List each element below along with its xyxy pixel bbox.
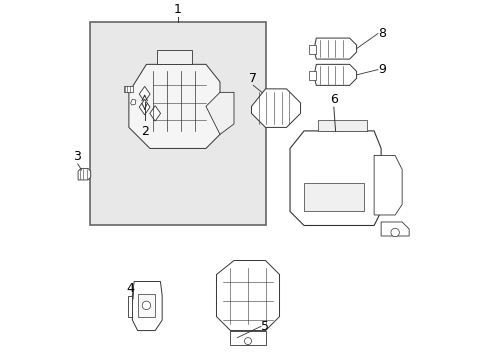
Bar xyxy=(90,22,265,225)
Text: 7: 7 xyxy=(249,72,257,85)
Polygon shape xyxy=(314,38,356,59)
Polygon shape xyxy=(78,168,90,180)
Bar xyxy=(304,184,363,211)
Text: 3: 3 xyxy=(73,150,81,163)
Circle shape xyxy=(142,301,150,310)
Polygon shape xyxy=(130,99,136,105)
Polygon shape xyxy=(205,93,234,134)
Text: 4: 4 xyxy=(126,282,134,295)
Polygon shape xyxy=(129,64,220,148)
Text: 2: 2 xyxy=(141,125,148,138)
Polygon shape xyxy=(139,99,150,115)
Polygon shape xyxy=(157,50,192,64)
Text: 8: 8 xyxy=(378,27,386,40)
Polygon shape xyxy=(139,86,150,102)
Polygon shape xyxy=(216,261,279,330)
Polygon shape xyxy=(149,106,160,121)
Polygon shape xyxy=(317,120,366,131)
Bar xyxy=(137,294,155,316)
Polygon shape xyxy=(132,282,162,330)
Bar xyxy=(123,86,133,93)
Text: 6: 6 xyxy=(329,93,337,107)
Text: 5: 5 xyxy=(261,320,269,333)
Polygon shape xyxy=(289,131,380,225)
Circle shape xyxy=(244,338,251,345)
Polygon shape xyxy=(373,156,401,215)
Text: 9: 9 xyxy=(378,63,386,76)
Polygon shape xyxy=(314,64,356,85)
Polygon shape xyxy=(230,330,265,345)
Polygon shape xyxy=(128,296,132,316)
Polygon shape xyxy=(380,222,408,236)
Circle shape xyxy=(390,228,399,237)
Bar xyxy=(309,71,315,80)
Bar xyxy=(309,45,315,54)
Polygon shape xyxy=(251,89,300,127)
Text: 1: 1 xyxy=(174,3,182,16)
